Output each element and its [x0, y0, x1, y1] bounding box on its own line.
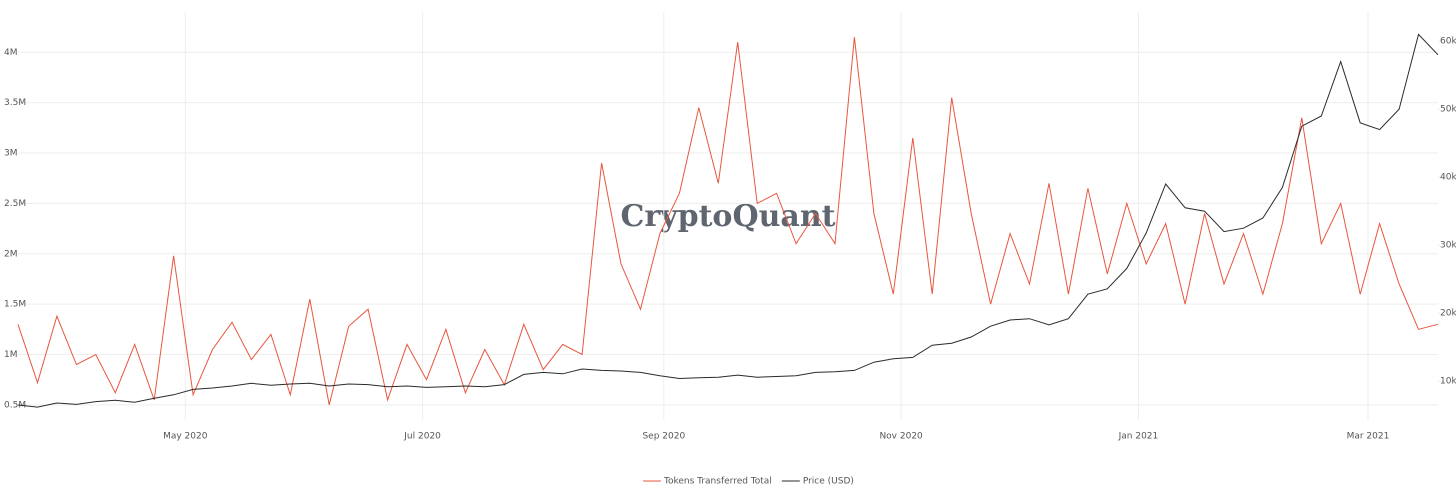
y-tick-label: 3M — [4, 149, 18, 159]
y-tick-label: 4M — [4, 48, 18, 58]
y-tick-label: 2M — [4, 249, 18, 259]
x-tick-label: Mar 2021 — [1347, 432, 1390, 442]
x-tick-label: May 2020 — [163, 432, 208, 442]
legend-label: Tokens Transferred Total — [663, 477, 772, 487]
y2-tick-label: 60k — [1440, 37, 1456, 47]
data-line — [17, 33, 1439, 408]
y-tick-label: 2.5M — [4, 199, 26, 209]
y-tick-label: 1M — [4, 350, 18, 360]
plot: 0.5M 1M 1.5M 2M 2.5M 3M 3.5M 4M 10k 20k 30k 40k 50k 6… — [4, 12, 1456, 487]
legend-label: Price (USD) — [803, 477, 854, 487]
x-tick-label: Jan 2021 — [1118, 432, 1159, 442]
watermark: CryptoQuant — [620, 199, 835, 234]
y2-tick-label: 10k — [1440, 377, 1456, 387]
y-tick-label: 1.5M — [4, 300, 26, 310]
data-line — [17, 37, 1439, 406]
y2-tick-label: 20k — [1440, 309, 1456, 319]
y2-tick-label: 40k — [1440, 173, 1456, 183]
x-tick-label: Jul 2020 — [403, 432, 441, 442]
y2-tick-label: 30k — [1440, 241, 1456, 251]
x-tick-label: Sep 2020 — [642, 432, 685, 442]
x-tick-label: Nov 2020 — [879, 432, 923, 442]
y-tick-label: 0.5M — [4, 400, 26, 410]
y2-tick-label: 50k — [1440, 105, 1456, 115]
y-tick-label: 3.5M — [4, 98, 26, 108]
